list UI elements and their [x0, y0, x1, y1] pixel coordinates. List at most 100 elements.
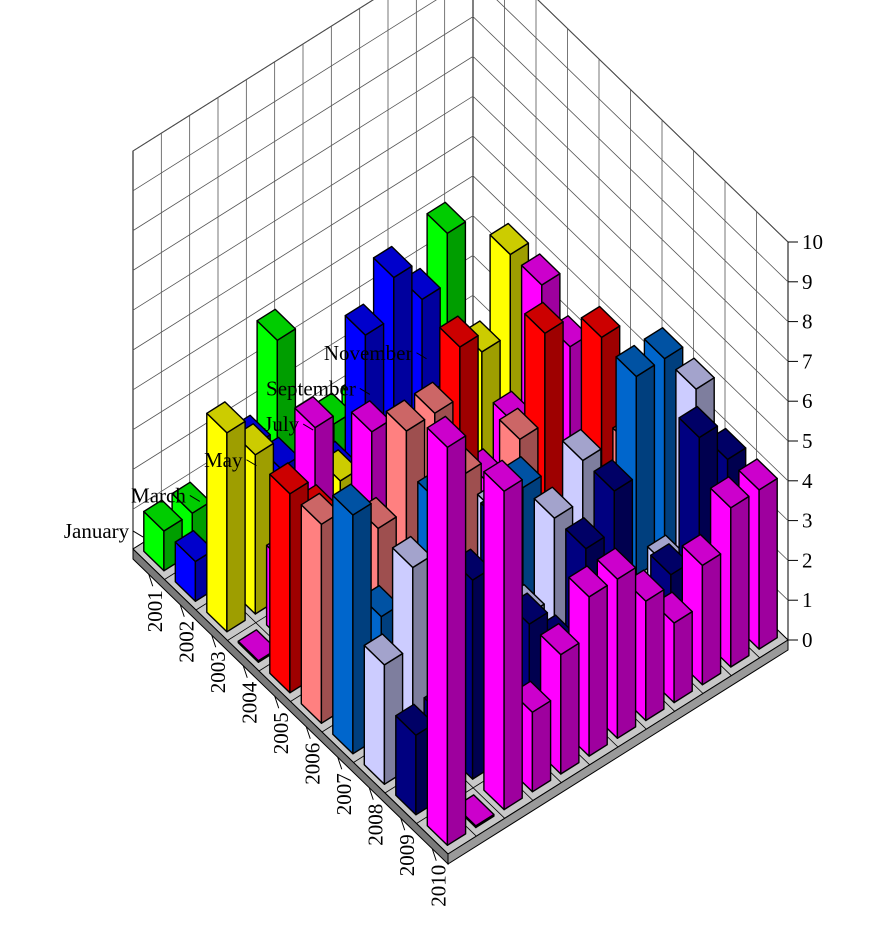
month-tick-mark: [416, 352, 427, 360]
month-tick-label: November: [324, 341, 413, 365]
bar-face-side: [503, 479, 523, 811]
z-tick-label: 2: [802, 548, 813, 572]
bar-face-front: [332, 494, 354, 755]
bar-face-top: [372, 245, 413, 279]
year-tick-mark: [179, 604, 185, 617]
z-tick-label: 1: [802, 588, 813, 612]
bar-face-side: [758, 477, 778, 650]
bar-2010-january: [426, 415, 467, 846]
z-tick-label: 5: [802, 429, 813, 453]
bar-face-front: [206, 412, 228, 633]
year-tick-label: 2006: [301, 743, 325, 785]
month-tick-label: March: [131, 483, 186, 507]
z-tick-label: 0: [802, 628, 813, 652]
month-tick-label: January: [64, 519, 130, 543]
year-tick-label: 2010: [427, 865, 451, 907]
bar-face-top: [568, 565, 608, 598]
year-tick-mark: [305, 726, 311, 739]
bar-face-front: [426, 427, 449, 846]
bar-face-side: [673, 610, 693, 704]
z-tick-label: 4: [802, 469, 813, 493]
bar-face-top: [520, 253, 561, 286]
bar-face-top: [643, 327, 684, 360]
bar-face-front: [300, 504, 323, 724]
year-tick-mark: [337, 757, 343, 770]
bar-face-top: [709, 476, 750, 509]
bar-face-side: [560, 642, 580, 775]
bar-face-top: [524, 301, 564, 334]
bar-face-top: [498, 407, 539, 440]
bar-face-top: [385, 399, 426, 432]
month-tick-mark: [302, 423, 314, 431]
year-tick-label: 2002: [175, 621, 199, 663]
bar-face-top: [580, 305, 621, 339]
bar-face-top: [332, 483, 372, 516]
bar-face-side: [616, 567, 637, 739]
month-tick-label: September: [266, 376, 356, 400]
month-tick-mark: [189, 494, 201, 502]
bar-face-top: [256, 308, 297, 341]
bar-face-side: [730, 495, 750, 668]
bar-face-top: [615, 344, 656, 378]
chart-bars: [143, 201, 778, 846]
bar-face-top: [426, 201, 467, 235]
bar-face-top: [483, 459, 523, 492]
year-tick-mark: [431, 848, 437, 861]
bar-face-top: [413, 381, 454, 414]
bar-face-top: [561, 428, 602, 462]
z-tick-label: 9: [802, 270, 813, 294]
bar-face-top: [593, 459, 634, 492]
bar-face-top: [344, 303, 385, 336]
bar-face-side: [645, 589, 665, 722]
bar-face-top: [539, 622, 580, 656]
bar-face-top: [206, 401, 246, 434]
z-tick-label: 3: [802, 509, 813, 533]
year-tick-mark: [274, 696, 280, 709]
bar-face-top: [143, 499, 183, 532]
bar-face-top: [565, 517, 605, 550]
month-tick-mark: [132, 530, 144, 538]
year-tick-mark: [242, 665, 248, 678]
year-tick-mark: [211, 635, 217, 648]
z-tick-label: 6: [802, 389, 813, 413]
year-tick-label: 2009: [395, 834, 419, 876]
bar-face-side: [588, 584, 608, 757]
z-tick-label: 8: [802, 310, 813, 334]
year-tick-mark: [368, 787, 374, 800]
month-tick-label: July: [264, 412, 300, 436]
bar-face-side: [701, 553, 722, 686]
bar-face-top: [678, 405, 719, 439]
bar-face-top: [439, 315, 479, 348]
bar-2010-november: [709, 476, 750, 668]
bar-2010-march: [483, 459, 523, 811]
month-tick-mark: [246, 459, 257, 467]
bar-face-top: [738, 458, 778, 491]
bar-face-front: [269, 473, 291, 694]
bar-face-front: [363, 644, 386, 785]
bar-face-top: [675, 357, 715, 390]
year-tick-label: 2008: [364, 804, 388, 846]
bar-face-top: [533, 486, 574, 519]
bar-face-top: [426, 415, 467, 448]
bar-face-top: [681, 533, 722, 567]
year-tick-label: 2004: [238, 681, 262, 724]
year-tick-label: 2007: [332, 773, 356, 815]
bar-face-side: [531, 700, 552, 793]
bar-2003-january: [206, 401, 246, 633]
year-tick-label: 2005: [269, 712, 293, 754]
year-tick-mark: [148, 574, 154, 587]
year-tick-label: 2001: [143, 590, 167, 632]
month-tick-mark: [359, 387, 371, 395]
bar-face-top: [294, 396, 334, 429]
bar-face-top: [596, 547, 637, 580]
z-tick-label: 7: [802, 349, 813, 373]
year-tick-mark: [400, 818, 406, 831]
bar-face-front: [483, 471, 505, 811]
bar-face-top: [363, 633, 404, 666]
bar-face-side: [446, 435, 467, 846]
year-tick-label: 2003: [206, 651, 230, 693]
z-tick-label: 10: [802, 230, 823, 254]
bar-face-top: [269, 462, 309, 495]
